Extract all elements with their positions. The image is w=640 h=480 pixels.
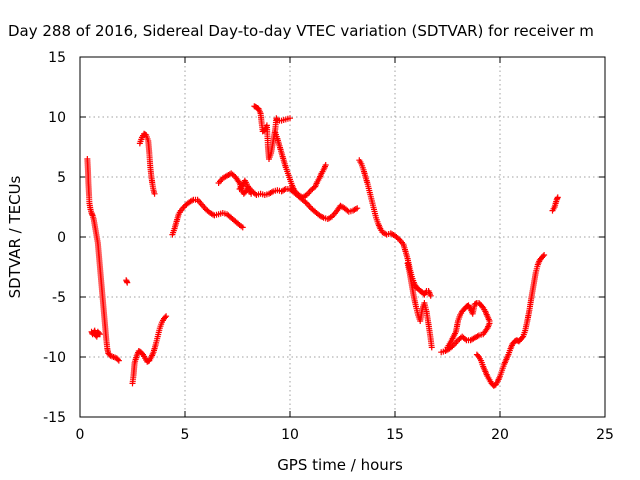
grid [80,57,605,417]
data-point [248,190,255,197]
y-tick-label: -10 [43,350,66,366]
data-point [486,318,493,324]
x-tick-label: 15 [386,427,404,443]
data-point [322,162,329,168]
data-point [354,205,361,212]
data-point [541,252,548,258]
data-point [151,190,158,197]
x-tick-label: 10 [281,427,299,443]
y-axis-label: SDTVAR / TECUs [6,175,24,298]
data-point [162,314,169,321]
x-tick-label: 0 [76,427,85,443]
data-point [95,330,102,336]
y-tick-label: -15 [43,410,66,426]
y-tick-label: 0 [57,230,66,246]
data-point [239,224,246,231]
y-tick-label: 15 [48,50,66,66]
x-tick-label: 5 [181,427,190,443]
data-point [427,292,434,299]
data-point [115,357,122,364]
data-point [114,356,121,363]
x-axis-label: GPS time / hours [277,456,403,474]
x-tick-label: 20 [491,427,509,443]
y-tick-label: -5 [52,290,66,306]
data-point [124,279,131,286]
y-tick-label: 10 [48,110,66,126]
x-tick-label: 25 [596,427,614,443]
data-point [96,331,103,338]
data-point [554,194,561,201]
data-point [519,334,526,341]
data-point [163,313,170,320]
data-point [428,344,435,351]
axis-ticks [79,56,606,418]
data-point [540,253,547,260]
data-point [287,115,293,122]
data-markers [84,103,561,389]
y-tick-label: 5 [57,170,66,186]
tick-labels: 0 5 10 15 20 25 -15 -10 -5 0 5 10 15 [43,50,614,443]
chart-title: Day 288 of 2016, Sidereal Day-to-day VTE… [8,22,594,40]
